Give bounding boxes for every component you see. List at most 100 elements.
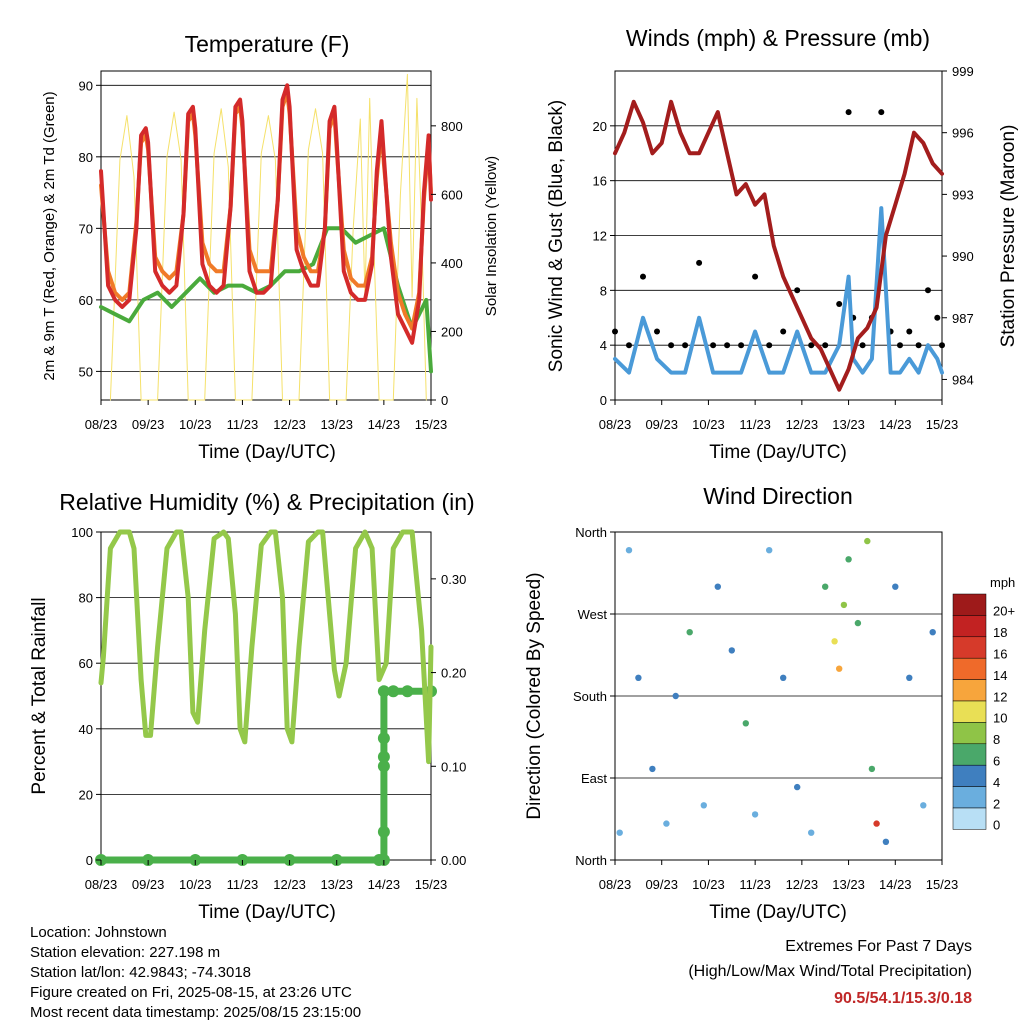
legend-label: 8 [993,732,1000,747]
winds-title: Winds (mph) & Pressure (mb) [626,25,930,51]
gust-point [934,314,941,321]
temperature-title: Temperature (F) [185,31,350,57]
wind-direction-point [882,838,890,845]
precipitation-point [377,760,390,773]
wind-direction-point [822,583,829,590]
wind-direction-point [616,829,623,836]
x-tick-label: 10/23 [692,417,725,432]
y-tick-label: 0 [86,853,93,868]
gust-point [682,342,689,349]
y-tick-label: East [581,771,607,786]
x-tick-label: 13/23 [832,417,865,432]
y-tick-label: 80 [79,591,93,606]
wind-direction-point [625,547,633,554]
y-tick-label-right: 990 [952,249,974,264]
legend-label: 0 [993,818,1000,833]
x-tick-label: 15/23 [926,877,959,892]
wind-direction-point [728,647,735,654]
temperature-2m-line [99,83,433,345]
legend-swatch [952,786,987,809]
extremes-summary: Extremes For Past 7 Days (High/Low/Max W… [688,938,972,1007]
wind-direction-point [714,583,721,590]
sonic-wind-line [613,206,944,375]
y-tick-label: 0 [600,393,607,408]
solar-y-label: Solar Insolation (Yellow) [483,156,500,316]
wind-direction-points [616,537,936,845]
solar-y-ticks: 0 200 400 600 800 [431,119,463,408]
legend-swatch [952,657,987,680]
gust-point [654,328,660,335]
x-tick-label: 11/23 [739,877,771,892]
wind-direction-grid [615,531,942,861]
gust-point [878,109,885,116]
wind-direction-point [873,820,880,827]
gust-point [710,342,717,349]
precipitation-point [387,685,400,698]
x-tick-label: 11/23 [227,877,259,892]
y-tick-label-right: 0.20 [441,666,466,681]
humidity-y-ticks: 0 20 40 60 80 100 [71,525,101,868]
wind-direction-point [845,556,852,563]
humidity-x-label: Time (Day/UTC) [198,902,336,923]
x-tick-label: 08/23 [85,417,118,432]
x-tick-label: 10/23 [179,877,212,892]
gust-point [668,342,675,349]
y-tick-label: 16 [593,174,607,189]
gust-point [915,342,922,349]
gust-point [738,342,745,349]
gust-series [612,109,945,349]
temperature-y-ticks: 50 60 70 80 90 [79,78,101,379]
extremes-values: 90.5/54.1/15.3/0.18 [834,990,972,1007]
y-tick-label: 12 [593,229,607,244]
gust-point [794,287,801,294]
winds-panel: Winds (mph) & Pressure (mb) 0 4 8 12 16 20 98… [546,25,1019,463]
humidity-y-label: Percent & Total Rainfall [29,597,50,794]
y-tick-label: 40 [79,722,93,737]
y-tick-label-right: 600 [441,187,463,202]
wind-direction-point [635,674,642,681]
legend-label: 20+ [993,604,1015,619]
temperature-x-ticks: 08/23 09/23 10/23 11/23 12/23 13/23 14/23 15/23 [85,400,447,432]
y-tick-label: 20 [79,787,93,802]
wind-direction-point [840,601,848,609]
y-tick-label-right: 0.00 [441,853,466,868]
gust-point [845,109,852,116]
temperature-panel: Temperature (F) 50 60 70 80 90 0 200 400 600 800… [41,31,500,463]
humidity-x-ticks: 08/23 09/23 10/23 11/23 12/23 13/23 14/23 15/23 [85,860,447,892]
legend-swatch [952,743,987,766]
gust-point [780,328,787,335]
gust-point [724,342,731,349]
precipitation-point [377,750,390,763]
wind-direction-x-label: Time (Day/UTC) [709,902,847,923]
wind-direction-point [868,765,876,773]
x-tick-label: 09/23 [132,417,165,432]
x-tick-label: 14/23 [368,417,401,432]
x-tick-label: 11/23 [739,417,771,432]
y-tick-label-right: 200 [441,324,463,339]
wind-direction-panel: Wind Direction North East South West North 0… [524,483,1015,923]
gust-point [808,342,815,349]
gust-point [822,342,829,349]
y-tick-label: 8 [600,283,607,298]
wind-direction-point [663,820,670,827]
gust-point [836,301,843,307]
temperature-2m-series [99,83,433,345]
x-tick-label: 12/23 [786,417,819,432]
y-tick-label: 60 [79,293,93,308]
wind-direction-title: Wind Direction [703,483,853,509]
pressure-series [613,99,944,392]
precipitation-point [377,732,390,745]
x-tick-label: 13/23 [320,417,353,432]
y-tick-label-right: 996 [952,126,974,141]
y-tick-label-right: 800 [441,119,463,134]
station-latlon: Station lat/lon: 42.9843; -74.3018 [30,964,251,981]
legend-swatch [952,615,987,638]
x-tick-label: 09/23 [645,417,678,432]
humidity-title: Relative Humidity (%) & Precipitation (i… [59,489,474,515]
station-info: Location: Johnstown Station elevation: 2… [30,924,361,1021]
gust-point [897,342,903,349]
pressure-line [613,99,944,392]
legend-label: 4 [993,775,1000,790]
legend-label: 12 [993,689,1007,704]
